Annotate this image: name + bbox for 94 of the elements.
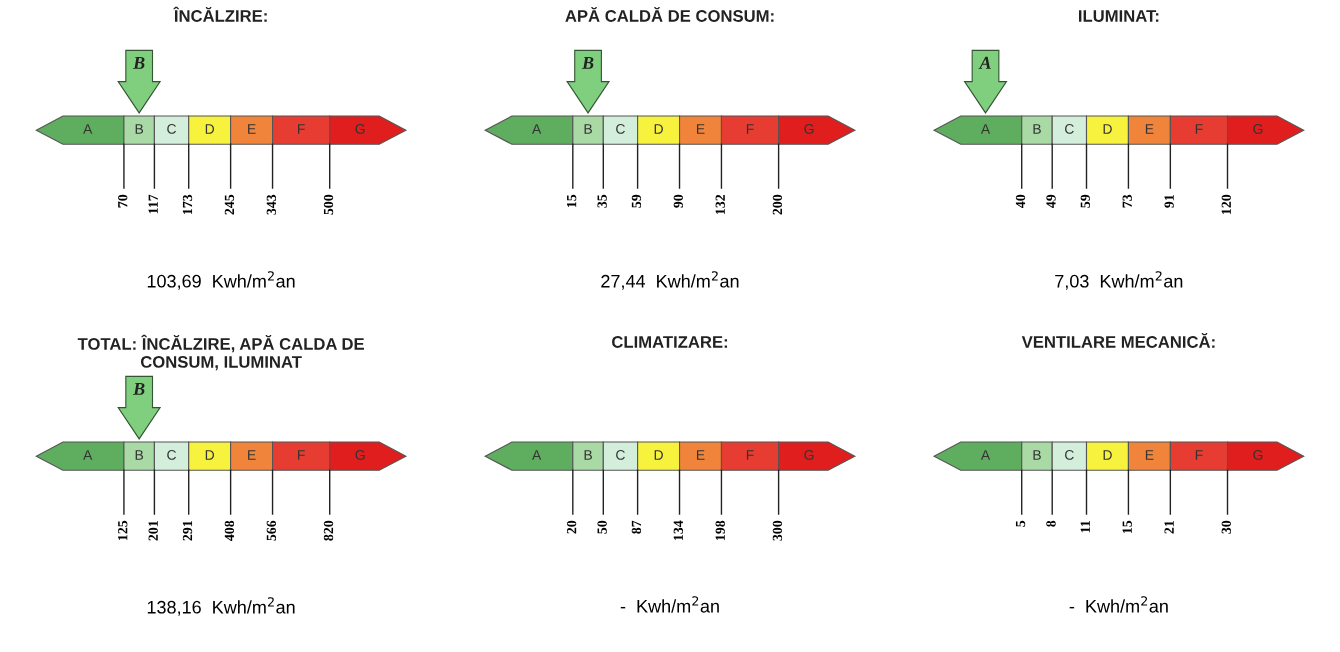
category-label: D — [1103, 124, 1112, 134]
data-label: 8 — [1046, 520, 1056, 527]
data-label: 90 — [673, 194, 683, 208]
data-label: 120 — [1221, 194, 1231, 215]
category-label: D — [1103, 450, 1112, 460]
data-label: 70 — [118, 194, 128, 208]
data-label: 73 — [1122, 194, 1132, 208]
text: B — [581, 56, 594, 69]
category-label: G — [1253, 450, 1263, 460]
category-label: E — [1145, 450, 1154, 460]
text: ÎNCĂLZIRE: — [173, 6, 267, 22]
data-label: 15 — [1122, 520, 1132, 534]
text: ILUMINAT: — [1078, 10, 1159, 22]
category-label: G — [355, 124, 365, 134]
category-label: E — [697, 124, 705, 134]
data-label: 343 — [266, 194, 277, 215]
data-label: 198 — [715, 520, 725, 541]
text: APĂ CALDĂ DE CONSUM: — [565, 7, 774, 22]
data-label: 30 — [1221, 520, 1231, 534]
category-label: C — [616, 124, 625, 134]
category-label: B — [1033, 124, 1041, 134]
data-label: 35 — [597, 194, 607, 208]
data-label: 117 — [148, 194, 158, 214]
category-label: A — [980, 124, 991, 134]
category-label: C — [1065, 124, 1074, 134]
data-label: 91 — [1164, 195, 1174, 208]
category-label: F — [1195, 124, 1203, 134]
data-label: 59 — [1080, 194, 1090, 208]
category-label: B — [135, 450, 144, 460]
category-label: D — [205, 450, 215, 460]
data-label: 300 — [772, 520, 783, 541]
data-label: 5 — [1015, 520, 1026, 527]
data-label: 50 — [597, 520, 607, 534]
text: - Kwh/m$^{2}$an — [620, 596, 719, 613]
data-label: 15 — [566, 194, 577, 208]
category-label: B — [584, 124, 592, 134]
category-label: D — [654, 124, 663, 134]
text: TOTAL: ÎNCĂLZIRE, APĂ CALDA DE CONSUM, ILUMINAT — [77, 334, 364, 371]
category-label: F — [298, 124, 305, 134]
category-label: F — [1195, 450, 1203, 460]
category-label: G — [804, 124, 814, 134]
category-label: A — [532, 450, 542, 460]
data-label: 134 — [673, 520, 683, 541]
category-label: G — [355, 450, 365, 460]
data-label: 500 — [323, 194, 334, 215]
data-label: 173 — [182, 194, 193, 215]
category-label: C — [167, 450, 177, 460]
category-label: E — [697, 450, 705, 460]
data-label: 20 — [566, 520, 577, 534]
data-label: 87 — [631, 520, 642, 534]
category-label: F — [746, 124, 754, 134]
category-label: B — [135, 124, 144, 134]
text: 103,69 Kwh/m$^{2}$an — [147, 271, 295, 290]
data-label: 201 — [148, 521, 158, 541]
category-label: B — [584, 450, 592, 460]
data-label: 408 — [224, 520, 235, 541]
data-label: 132 — [715, 194, 725, 215]
data-label: 291 — [182, 521, 193, 541]
data-label: 11 — [1080, 521, 1090, 533]
category-label: C — [1065, 450, 1074, 460]
data-label: 21 — [1164, 521, 1174, 534]
category-label: F — [298, 450, 305, 460]
text: 138,16 Kwh/m$^{2}$an — [147, 597, 295, 616]
text: CLIMATIZARE: — [612, 336, 728, 348]
category-label: G — [804, 450, 814, 460]
data-label: 200 — [772, 194, 783, 215]
category-label: G — [1253, 124, 1263, 134]
category-label: A — [532, 124, 542, 134]
category-label: B — [1033, 450, 1041, 460]
text: VENTILARE MECANICĂ: — [1021, 333, 1215, 348]
text: B — [132, 56, 145, 69]
category-label: A — [83, 124, 93, 134]
data-label: 49 — [1046, 194, 1056, 208]
category-label: A — [980, 450, 991, 460]
category-label: E — [248, 450, 256, 460]
category-label: D — [205, 124, 215, 134]
category-label: E — [1145, 124, 1154, 134]
data-label: 125 — [118, 520, 128, 541]
category-label: D — [654, 450, 663, 460]
data-label: 59 — [631, 194, 642, 208]
text: 27,44 Kwh/m$^{2}$an — [601, 271, 739, 290]
category-label: C — [167, 124, 177, 134]
category-label: F — [746, 450, 754, 460]
category-label: A — [83, 450, 93, 460]
text: B — [132, 382, 145, 395]
text: A — [978, 56, 991, 69]
data-label: 820 — [323, 520, 334, 541]
data-label: 566 — [266, 520, 277, 541]
category-label: C — [616, 450, 625, 460]
text: - Kwh/m$^{2}$an — [1069, 596, 1168, 613]
text: 7,03 Kwh/m$^{2}$an — [1055, 271, 1183, 290]
category-label: E — [248, 124, 256, 134]
data-label: 245 — [224, 194, 235, 215]
data-label: 40 — [1015, 194, 1026, 208]
